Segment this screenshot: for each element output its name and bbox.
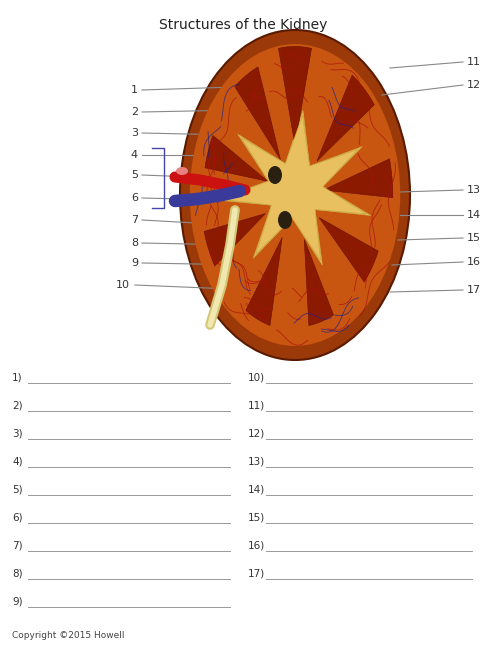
Text: 3): 3) bbox=[12, 429, 23, 439]
Text: 4: 4 bbox=[131, 150, 138, 160]
Text: 8: 8 bbox=[131, 238, 138, 248]
Text: Copyright ©2015 Howell: Copyright ©2015 Howell bbox=[12, 631, 124, 640]
Text: 16): 16) bbox=[248, 541, 265, 551]
Ellipse shape bbox=[278, 211, 292, 229]
Polygon shape bbox=[319, 217, 378, 282]
Text: Structures of the Kidney: Structures of the Kidney bbox=[159, 18, 327, 32]
Text: 17): 17) bbox=[248, 569, 265, 579]
Text: 1: 1 bbox=[131, 85, 138, 95]
Text: 8): 8) bbox=[12, 569, 23, 579]
Text: 7: 7 bbox=[131, 215, 138, 225]
Polygon shape bbox=[324, 159, 393, 198]
Polygon shape bbox=[221, 115, 366, 260]
Text: 2): 2) bbox=[12, 401, 23, 411]
Polygon shape bbox=[204, 214, 265, 266]
Text: 6): 6) bbox=[12, 513, 23, 523]
Ellipse shape bbox=[268, 166, 282, 184]
Text: 3: 3 bbox=[131, 128, 138, 138]
Text: 4): 4) bbox=[12, 457, 23, 467]
Text: 1): 1) bbox=[12, 373, 23, 383]
Text: 10): 10) bbox=[248, 373, 265, 383]
Text: 10: 10 bbox=[116, 280, 130, 290]
Polygon shape bbox=[304, 239, 333, 326]
Text: 9: 9 bbox=[131, 258, 138, 268]
Ellipse shape bbox=[176, 167, 188, 175]
Text: 12): 12) bbox=[248, 429, 265, 439]
Ellipse shape bbox=[190, 44, 400, 346]
Text: 7): 7) bbox=[12, 541, 23, 551]
Text: 5): 5) bbox=[12, 485, 23, 495]
Text: 6: 6 bbox=[131, 193, 138, 203]
Polygon shape bbox=[278, 47, 312, 146]
Text: 9): 9) bbox=[12, 597, 23, 607]
Polygon shape bbox=[317, 75, 374, 161]
Text: 14): 14) bbox=[248, 485, 265, 495]
Text: 17: 17 bbox=[467, 285, 481, 295]
Polygon shape bbox=[246, 237, 282, 326]
Text: 13): 13) bbox=[248, 457, 265, 467]
Polygon shape bbox=[205, 136, 268, 181]
Text: 15: 15 bbox=[467, 233, 481, 243]
Text: 16: 16 bbox=[467, 257, 481, 267]
Text: 12: 12 bbox=[467, 80, 481, 90]
Text: 14: 14 bbox=[467, 210, 481, 220]
Text: 5: 5 bbox=[131, 170, 138, 180]
Text: 11: 11 bbox=[467, 57, 481, 67]
Ellipse shape bbox=[180, 30, 410, 360]
Polygon shape bbox=[235, 67, 280, 159]
Text: 15): 15) bbox=[248, 513, 265, 523]
Text: 13: 13 bbox=[467, 185, 481, 195]
Text: 11): 11) bbox=[248, 401, 265, 411]
Text: 2: 2 bbox=[131, 107, 138, 117]
Polygon shape bbox=[216, 111, 371, 265]
